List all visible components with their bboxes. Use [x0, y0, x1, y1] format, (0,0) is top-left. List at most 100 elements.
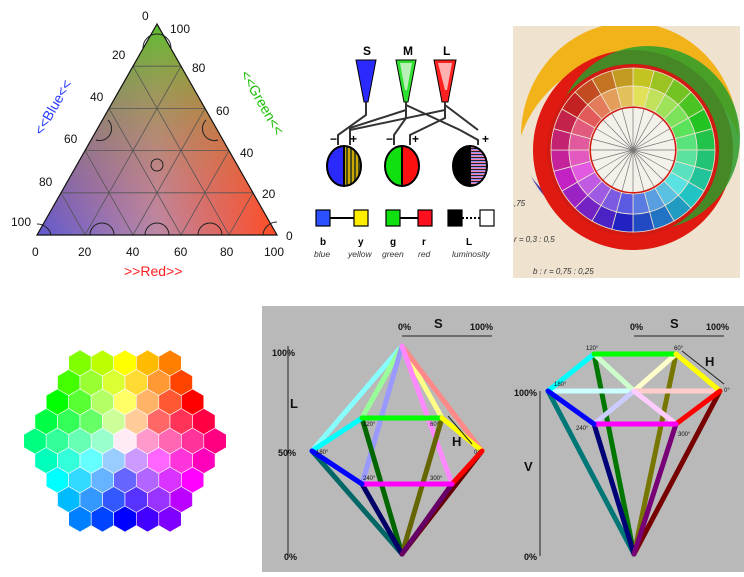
hsv-s-100: 100%	[706, 322, 729, 332]
hsl-s-100: 100%	[470, 322, 493, 332]
wheel-spoke	[621, 149, 634, 191]
hsl-double-cone: 0% 100% 100% 50% 0% S L H 0° 60° 120° 18…	[272, 316, 493, 562]
hsl-s-label: S	[434, 316, 443, 331]
grid-line	[60, 192, 86, 235]
cone-l-label: L	[443, 44, 450, 58]
blue-axis-label: <<Blue<<	[31, 77, 75, 138]
left-tick: 20	[112, 48, 126, 62]
hue-label: 120°	[586, 346, 599, 352]
wheel-spoke	[632, 128, 670, 151]
white-swatch	[479, 209, 495, 227]
hsl-l-50: 50%	[278, 448, 296, 458]
blue-swatch	[315, 209, 331, 227]
wheel-note: r = 0,3 : 0,5	[514, 235, 555, 244]
hsl-h-label: H	[452, 434, 461, 449]
wheel-spoke	[596, 128, 634, 151]
channel-letter: L	[466, 237, 472, 248]
cone-m-label: M	[403, 44, 413, 58]
hsl-s-0: 0%	[398, 322, 411, 332]
right-tick: 80	[192, 61, 206, 75]
minus-sign: −	[386, 132, 393, 146]
right-tick: 0	[286, 229, 293, 243]
wheel-spoke	[592, 138, 634, 151]
luminosity-cell	[452, 144, 471, 188]
ternary-color-triangle: 0 20 40 60 80 100 100 80 60 40 20 0 0 20…	[0, 0, 300, 290]
wheel-spoke	[632, 149, 645, 191]
wheel-spoke	[632, 149, 674, 162]
wheel-spoke	[632, 109, 645, 151]
hue-label: 120°	[363, 422, 376, 428]
channel-name: luminosity	[452, 249, 491, 259]
hex-cell	[203, 427, 227, 455]
hsl-l-100: 100%	[272, 348, 295, 358]
channel-letter: b	[320, 237, 326, 248]
left-tick: 80	[39, 175, 53, 189]
wheel-note: b : r = 0,75 : 0,25	[533, 267, 594, 276]
hue-label: 0°	[474, 450, 480, 456]
grid-line	[132, 66, 230, 235]
green-swatch	[385, 209, 401, 227]
grid-line	[108, 108, 182, 235]
plus-sign: +	[482, 132, 489, 146]
wheel-spoke	[632, 113, 655, 151]
hsl-hsv-bicone-diagrams: 0% 100% 100% 50% 0% S L H 0° 60° 120° 18…	[262, 306, 744, 572]
wheel-spoke	[632, 149, 670, 172]
wheel-spoke	[632, 120, 663, 151]
left-tick: 60	[64, 132, 78, 146]
hsv-cone: 0% 100% 100% 0% S V H 0° 60° 120° 180° 2…	[514, 316, 730, 562]
hsv-s-0: 0%	[630, 322, 643, 332]
hexagon-color-grid	[0, 310, 250, 572]
vintage-color-wheel: ,75 r = 0,3 : 0,5 b : r = 0,75 : 0,25	[513, 22, 740, 278]
channel-letter: g	[390, 237, 396, 248]
wheel-spoke	[603, 120, 634, 151]
grid-line	[132, 108, 206, 235]
wheel-spoke	[611, 113, 634, 151]
by-cell	[326, 144, 345, 188]
red-swatch	[417, 209, 433, 227]
gr-cell	[384, 144, 403, 188]
bottom-tick: 100	[264, 245, 284, 259]
green-axis-label: <<Green<<	[237, 68, 287, 138]
hue-label: 240°	[363, 476, 376, 482]
wheel-spoke	[621, 109, 634, 151]
hue-label: 60°	[430, 422, 440, 428]
minus-sign: −	[330, 132, 337, 146]
channel-letter: r	[422, 237, 426, 248]
bottom-tick: 0	[32, 245, 39, 259]
channel-name: green	[382, 249, 404, 259]
channel-name: yellow	[347, 249, 372, 259]
wheel-spoke	[632, 149, 655, 187]
hue-label: 60°	[674, 346, 684, 352]
plus-sign: +	[350, 132, 357, 146]
hue-label: 300°	[678, 432, 691, 438]
cone-s	[355, 59, 377, 103]
channel-name: blue	[314, 249, 330, 259]
wheel-note: ,75	[514, 199, 526, 208]
left-tick: 100	[11, 215, 31, 229]
right-tick: 60	[216, 104, 230, 118]
hsl-l-0: 0%	[284, 552, 297, 562]
yellow-swatch	[353, 209, 369, 227]
hsl-l-label: L	[290, 396, 298, 411]
hue-label: 300°	[430, 476, 443, 482]
right-tick: 20	[262, 187, 276, 201]
right-tick: 40	[240, 146, 254, 160]
grid-line	[228, 192, 254, 235]
red-axis-label: >>Red>>	[124, 263, 182, 279]
hsv-v-label: V	[524, 459, 533, 474]
right-tick: 100	[170, 22, 190, 36]
opponent-process-diagram: S M L − + − + +	[300, 0, 510, 290]
left-tick: 0	[142, 9, 149, 23]
hue-label: 0°	[724, 388, 730, 394]
hue-label: 240°	[576, 426, 589, 432]
wheel-spoke	[592, 149, 634, 162]
wheel-spoke	[632, 149, 663, 180]
bottom-tick: 60	[174, 245, 188, 259]
bottom-tick: 40	[126, 245, 140, 259]
plus-sign: +	[412, 132, 419, 146]
grid-line	[84, 66, 182, 235]
left-tick: 40	[90, 90, 104, 104]
cone-s-label: S	[363, 44, 371, 58]
wheel-spoke	[596, 149, 634, 172]
hue-label: 180°	[316, 450, 329, 456]
